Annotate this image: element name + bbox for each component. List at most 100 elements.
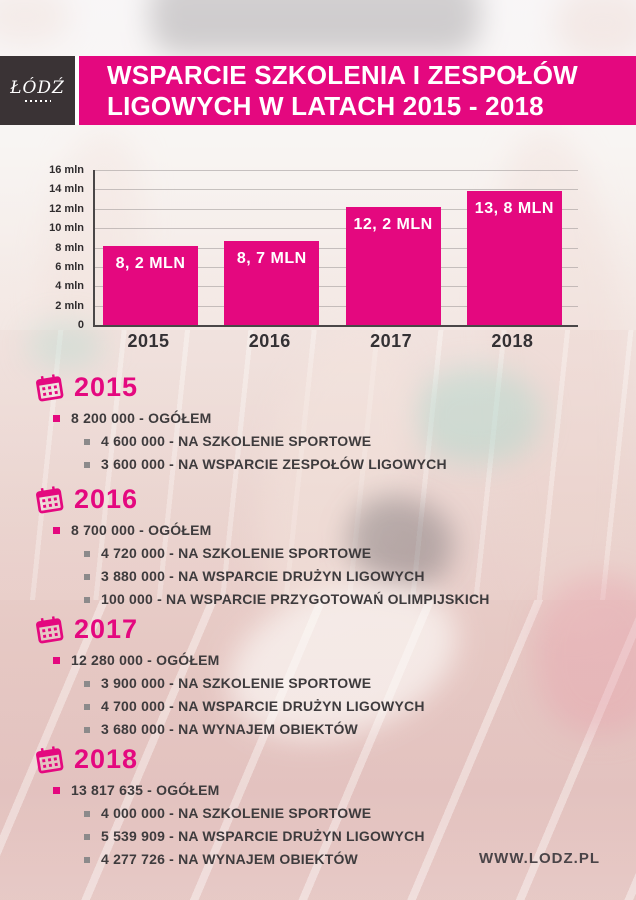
section-year-label: 2016: [74, 484, 139, 514]
chart-gridline: [95, 208, 578, 210]
year-section-2018: 2018 13 817 635 - OGÓŁEM 4 000 000 - NA SZ…: [36, 746, 612, 875]
chart-gridline: [95, 305, 578, 307]
section-rows: 12 280 000 - OGÓŁEM 3 900 000 - NA SZKOLE…: [36, 653, 612, 737]
bar-value-label: 8, 2 MLN: [115, 254, 186, 272]
list-item-text: 4 000 000 - NA SZKOLENIE SPORTOWE: [101, 805, 372, 821]
list-item: 4 720 000 - NA SZKOLENIE SPORTOWE: [84, 546, 612, 561]
bullet-square-pink-icon: [53, 415, 60, 422]
bullet-square-gray-icon: [84, 726, 90, 733]
lodz-logo-text: ŁÓDŹ: [10, 78, 65, 98]
bullet-square-gray-icon: [84, 461, 90, 468]
list-item: 3 880 000 - NA WSPARCIE DRUŻYN LIGOWYCH: [84, 569, 612, 584]
bullet-square-gray-icon: [84, 810, 90, 817]
list-item-text: 12 280 000 - OGÓŁEM: [71, 652, 220, 668]
bar-value-label: 12, 2 MLN: [353, 215, 433, 233]
list-item: 4 600 000 - NA SZKOLENIE SPORTOWE: [84, 434, 612, 449]
list-item-text: 5 539 909 - NA WSPARCIE DRUŻYN LIGOWYCH: [101, 828, 425, 844]
calendar-icon: [34, 484, 65, 515]
calendar-icon: [34, 372, 65, 403]
list-item: 3 900 000 - NA SZKOLENIE SPORTOWE: [84, 676, 612, 691]
list-item-text: 100 000 - NA WSPARCIE PRZYGOTOWAŃ OLIMPI…: [101, 591, 490, 607]
chart-gridline: [95, 189, 578, 191]
list-item-text: 3 600 000 - NA WSPARCIE ZESPOŁÓW LIGOWYC…: [101, 456, 447, 472]
chart-gridline: [95, 228, 578, 230]
section-rows: 8 700 000 - OGÓŁEM 4 720 000 - NA SZKOLEN…: [36, 523, 612, 607]
chart-bar-2016: 8, 7 MLN: [224, 240, 320, 325]
bar-value-label: 13, 8 MLN: [474, 200, 554, 218]
section-rows: 8 200 000 - OGÓŁEM 4 600 000 - NA SZKOLEN…: [36, 411, 612, 472]
chart-plot-area: 8, 2 MLN 8, 7 MLN 12, 2 MLN 13, 8 MLN: [93, 170, 578, 327]
list-item-text: 4 720 000 - NA SZKOLENIE SPORTOWE: [101, 545, 372, 561]
bullet-square-gray-icon: [84, 833, 90, 840]
chart-gridline: [95, 266, 578, 268]
x-axis-category-label: 2018: [491, 331, 534, 351]
y-axis-tick-label: 14 mln: [49, 183, 84, 196]
list-item-text: 4 600 000 - NA SZKOLENIE SPORTOWE: [101, 433, 372, 449]
x-axis-category-label: 2017: [370, 331, 413, 351]
y-axis-tick-label: 10 mln: [49, 222, 84, 235]
chart-gridline: [95, 170, 578, 171]
year-section-2015: 2015 8 200 000 - OGÓŁEM 4 600 000 - NA SZK…: [36, 374, 612, 480]
y-axis-tick-label: 8 mln: [55, 241, 84, 254]
bullet-square-gray-icon: [84, 680, 90, 687]
section-rows: 13 817 635 - OGÓŁEM 4 000 000 - NA SZKOLE…: [36, 783, 612, 867]
list-item: 3 680 000 - NA WYNAJEM OBIEKTÓW: [84, 722, 612, 737]
section-year-label: 2015: [74, 372, 139, 402]
x-axis-category-label: 2016: [248, 331, 291, 351]
y-axis-tick-label: 4 mln: [55, 280, 84, 293]
bar-value-label: 8, 7 MLN: [236, 249, 307, 267]
section-heading: 2017: [34, 614, 612, 645]
x-axis-category-label: 2015: [127, 331, 170, 351]
bullet-square-gray-icon: [84, 856, 90, 863]
section-heading: 2015: [34, 372, 612, 403]
chart-gridline: [95, 286, 578, 288]
y-axis-tick-label: 0: [77, 319, 84, 331]
list-item: 100 000 - NA WSPARCIE PRZYGOTOWAŃ OLIMPI…: [84, 592, 612, 607]
bullet-square-gray-icon: [84, 596, 90, 603]
list-item: 13 817 635 - OGÓŁEM: [53, 783, 612, 798]
list-item: 8 200 000 - OGÓŁEM: [53, 411, 612, 426]
list-item: 4 000 000 - NA SZKOLENIE SPORTOWE: [84, 806, 612, 821]
chart-gridline: [95, 247, 578, 249]
section-year-label: 2018: [74, 744, 139, 774]
bullet-square-gray-icon: [84, 438, 90, 445]
header-divider: [75, 56, 79, 125]
list-item-text: 8 200 000 - OGÓŁEM: [71, 410, 212, 426]
list-item-text: 3 880 000 - NA WSPARCIE DRUŻYN LIGOWYCH: [101, 568, 425, 584]
list-item: 3 600 000 - NA WSPARCIE ZESPOŁÓW LIGOWYC…: [84, 457, 612, 472]
chart-bar-2017: 12, 2 MLN: [345, 206, 441, 325]
list-item-text: 3 900 000 - NA SZKOLENIE SPORTOWE: [101, 675, 372, 691]
bullet-square-gray-icon: [84, 550, 90, 557]
section-heading: 2018: [34, 744, 612, 775]
year-section-2017: 2017 12 280 000 - OGÓŁEM 3 900 000 - NA SZ…: [36, 616, 612, 745]
y-axis-tick-label: 12 mln: [49, 202, 84, 215]
list-item: 12 280 000 - OGÓŁEM: [53, 653, 612, 668]
website-link[interactable]: WWW.LODZ.PL: [479, 850, 600, 867]
list-item-text: 8 700 000 - OGÓŁEM: [71, 522, 212, 538]
y-axis-tick-label: 16 mln: [49, 164, 84, 176]
list-item-text: 4 277 726 - NA WYNAJEM OBIEKTÓW: [101, 851, 358, 867]
bullet-square-pink-icon: [53, 787, 60, 794]
list-item: 5 539 909 - NA WSPARCIE DRUŻYN LIGOWYCH: [84, 829, 612, 844]
poster-title-line1: WSPARCIE SZKOLENIA I ZESPOŁÓW: [107, 59, 578, 90]
lodz-logo-subtext-decor: [24, 100, 51, 102]
chart-bar-2018: 13, 8 MLN: [466, 191, 562, 325]
bullet-square-gray-icon: [84, 573, 90, 580]
calendar-icon: [34, 614, 65, 645]
y-axis-tick-label: 2 mln: [55, 299, 84, 312]
bullet-square-pink-icon: [53, 527, 60, 534]
list-item-text: 4 700 000 - NA WSPARCIE DRUŻYN LIGOWYCH: [101, 698, 425, 714]
bar-chart: 8, 2 MLN 8, 7 MLN 12, 2 MLN 13, 8 MLN 16 ml…: [36, 164, 592, 362]
list-item-text: 13 817 635 - OGÓŁEM: [71, 782, 220, 798]
title-banner: WSPARCIE SZKOLENIA I ZESPOŁÓW LIGOWYCH W…: [79, 56, 636, 125]
header-banner: ŁÓDŹ WSPARCIE SZKOLENIA I ZESPOŁÓW LIGOW…: [0, 56, 636, 125]
list-item-text: 3 680 000 - NA WYNAJEM OBIEKTÓW: [101, 721, 358, 737]
chart-bar-2015: 8, 2 MLN: [103, 245, 198, 325]
year-section-2016: 2016 8 700 000 - OGÓŁEM 4 720 000 - NA SZK…: [36, 486, 612, 615]
lodz-logo: ŁÓDŹ: [0, 56, 75, 125]
section-year-label: 2017: [74, 614, 139, 644]
list-item: 4 277 726 - NA WYNAJEM OBIEKTÓW: [84, 852, 612, 867]
calendar-icon: [34, 744, 65, 775]
